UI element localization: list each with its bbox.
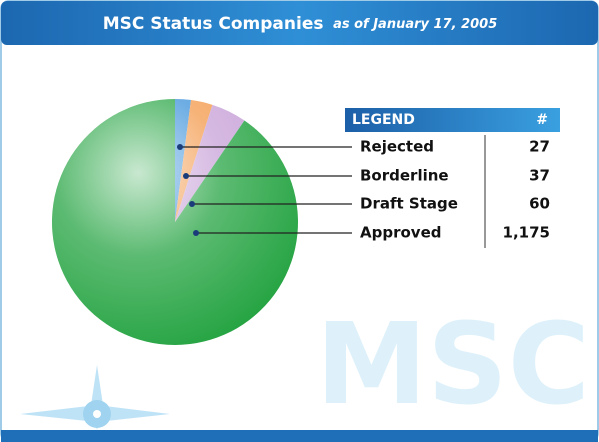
legend-value-header: # (536, 112, 548, 128)
leader-dot (183, 173, 189, 179)
legend-label: Approved (360, 224, 441, 242)
header-bar (1, 1, 598, 45)
leader-dot (189, 201, 195, 207)
watermark: MSC (316, 300, 590, 430)
pie: Rejected 27 Borderline 37 Draft Stage 60 Appro… (51, 99, 550, 345)
chart-title: MSC Status Companies as of January 17, 2… (103, 14, 498, 35)
legend-value: 27 (529, 138, 550, 156)
legend-header (345, 108, 560, 132)
title: MSC Status Companies (103, 14, 324, 34)
leader-dot (193, 230, 199, 236)
pie-shine (52, 99, 298, 345)
legend-label: Borderline (360, 167, 449, 185)
footer-bar (1, 430, 598, 442)
subtitle: as of January 17, 2005 (333, 17, 497, 32)
legend-value: 1,175 (503, 224, 550, 242)
legend-value: 60 (529, 195, 550, 213)
legend-label: Rejected (360, 138, 434, 156)
legend-title: LEGEND (352, 112, 415, 128)
leader-dot (177, 144, 183, 150)
legend-value: 37 (529, 167, 550, 185)
legend-label: Draft Stage (360, 195, 458, 213)
compass-icon (20, 365, 170, 430)
